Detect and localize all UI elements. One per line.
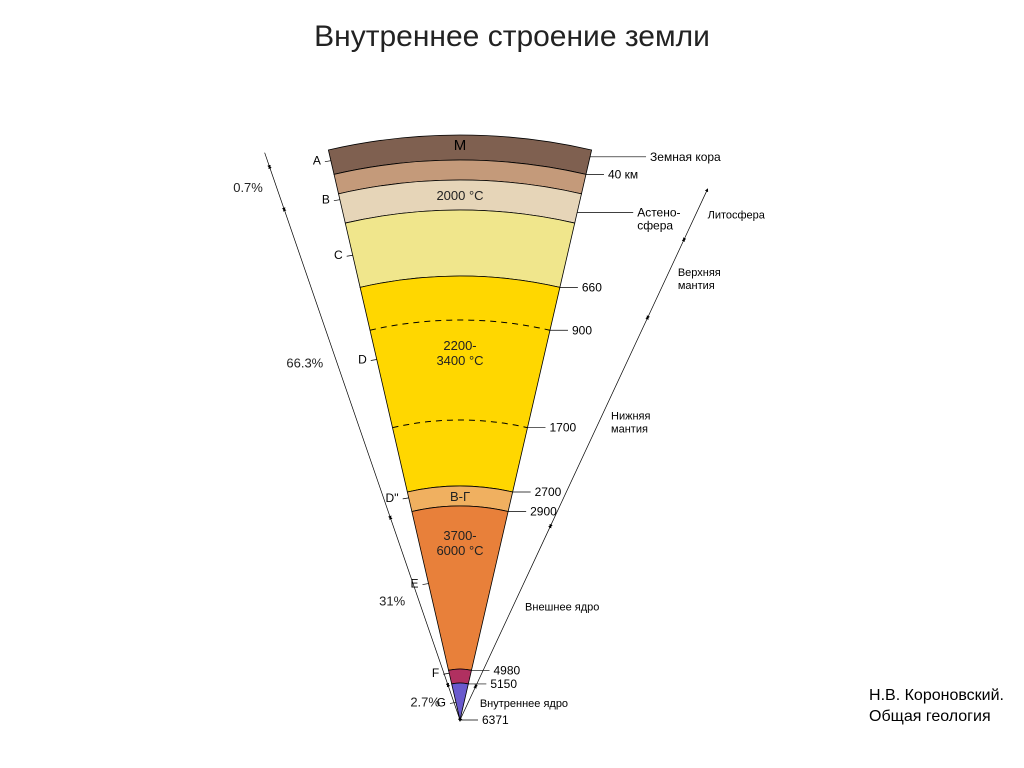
layer-lowermantle: [360, 276, 560, 492]
zone-label: Нижняя: [611, 410, 650, 422]
segment-tick: [347, 255, 353, 256]
depth-label: 660: [582, 280, 602, 294]
pct-top-arrow: [265, 153, 270, 167]
segment-tick: [450, 702, 456, 703]
depth-label: 2900: [530, 504, 557, 518]
layer-innercore: [452, 683, 469, 720]
segment-D: D: [358, 352, 367, 366]
zone-label: мантия: [678, 280, 715, 292]
bg-label: В-Г: [450, 489, 470, 504]
depth-label: 6371: [482, 713, 509, 727]
segment-C: C: [334, 248, 343, 262]
segment-D'': D'': [385, 491, 398, 505]
layer-transition: [449, 669, 472, 684]
region-label: Земная кора: [650, 150, 721, 164]
pct-label: 2.7%: [410, 695, 440, 710]
pct-label: 0.7%: [233, 180, 263, 195]
depth-label: 5150: [490, 677, 517, 691]
temp-label: 3700-: [443, 528, 476, 543]
temp-label-l2: 3400 °C: [436, 353, 483, 368]
region-label: Астено-: [637, 205, 680, 219]
depth-label: 4980: [493, 663, 520, 677]
pct-label: 66.3%: [286, 356, 323, 371]
temp-label: 2200-: [443, 338, 476, 353]
segment-A: A: [313, 154, 321, 168]
temp-label-l2: 6000 °C: [436, 543, 483, 558]
zone-arrow: [684, 190, 707, 240]
segment-tick: [423, 584, 429, 585]
region-label-l2: сфера: [637, 218, 673, 232]
segment-tick: [334, 200, 340, 201]
segment-tick: [325, 161, 331, 162]
pct-arrow: [270, 167, 285, 210]
pct-label: 31%: [379, 593, 405, 608]
earth-structure-diagram: ABCDD''EFG0.7%66.3%31%2.7% 40 км66090017…: [0, 0, 1024, 768]
zone-label: Внутреннее ядро: [480, 698, 568, 710]
temp-label: 2000 °C: [436, 188, 483, 203]
zone-label: Литосфера: [708, 210, 766, 222]
depth-label: 2700: [535, 485, 562, 499]
segment-tick: [371, 359, 377, 360]
zone-label: Внешнее ядро: [525, 601, 599, 613]
segment-tick: [403, 498, 409, 499]
depth-label: 40 км: [608, 167, 638, 181]
zone-label: мантия: [611, 423, 648, 435]
segment-F: F: [432, 666, 439, 680]
segment-B: B: [322, 193, 330, 207]
moho-label: M: [454, 137, 467, 154]
depth-label: 900: [572, 323, 592, 337]
zone-label: Верхняя: [678, 267, 721, 279]
depth-label: 1700: [549, 421, 576, 435]
